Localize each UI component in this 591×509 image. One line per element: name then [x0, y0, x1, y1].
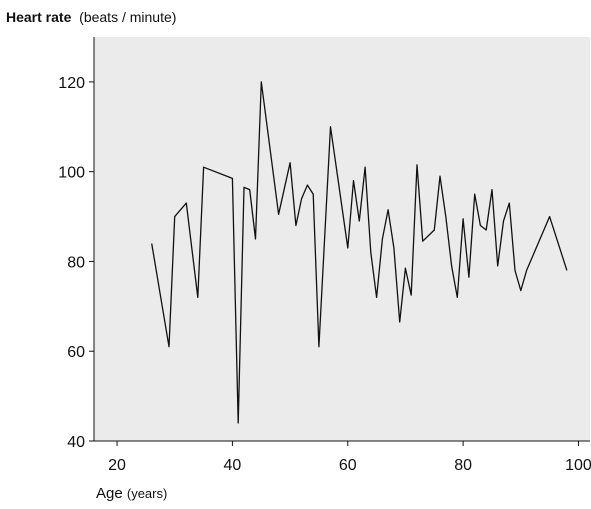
- y-axis-title: Heart rate (beats / minute): [6, 9, 176, 25]
- x-tick-label: 20: [108, 457, 126, 474]
- y-axis-label: Heart rate: [6, 9, 72, 25]
- x-tick-label: 80: [454, 457, 472, 474]
- x-tick-label: 40: [224, 457, 242, 474]
- y-tick-label: 40: [67, 434, 85, 451]
- x-axis-label: Age: [96, 485, 123, 502]
- axes: [93, 37, 590, 442]
- y-tick-label: 120: [58, 75, 85, 92]
- axis-ticks: 40 60 80 100 120 20 40 60 80 100: [58, 75, 591, 474]
- x-axis-unit: (years): [126, 486, 168, 501]
- x-axis-title: Age (years): [96, 485, 167, 502]
- heart-rate-series-line: [151, 81, 568, 424]
- x-tick-label: 60: [339, 457, 357, 474]
- y-tick-label: 80: [67, 254, 85, 271]
- y-tick-label: 60: [67, 344, 85, 361]
- x-tick-label: 100: [565, 457, 591, 474]
- plot-area: [94, 37, 590, 441]
- y-tick-label: 100: [58, 165, 85, 182]
- y-axis-unit: (beats / minute): [79, 9, 177, 25]
